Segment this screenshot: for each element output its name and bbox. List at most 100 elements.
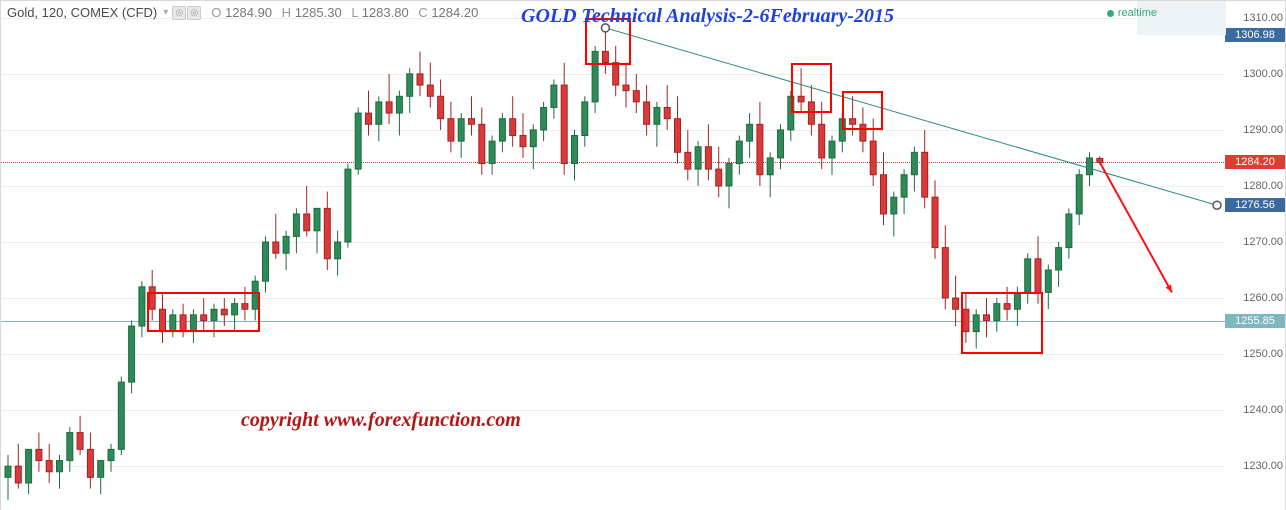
- candle[interactable]: [335, 242, 341, 259]
- candle[interactable]: [644, 102, 650, 124]
- eye-icon[interactable]: ◎: [172, 6, 186, 20]
- candle[interactable]: [747, 124, 753, 141]
- candle[interactable]: [118, 382, 124, 449]
- candle[interactable]: [345, 169, 351, 242]
- candle[interactable]: [767, 158, 773, 175]
- candle[interactable]: [293, 214, 299, 236]
- candle[interactable]: [953, 298, 959, 309]
- candle[interactable]: [778, 130, 784, 158]
- y-tick-label: 1240.00: [1243, 404, 1283, 416]
- candle[interactable]: [304, 214, 310, 231]
- candle[interactable]: [726, 164, 732, 186]
- symbol-label[interactable]: Gold, 120, COMEX (CFD): [7, 5, 157, 20]
- candle[interactable]: [489, 141, 495, 163]
- candle[interactable]: [396, 96, 402, 113]
- candle[interactable]: [283, 236, 289, 253]
- candle[interactable]: [427, 85, 433, 96]
- candle[interactable]: [829, 141, 835, 158]
- candle[interactable]: [675, 119, 681, 153]
- candle[interactable]: [407, 74, 413, 96]
- candle[interactable]: [376, 102, 382, 124]
- candle[interactable]: [366, 113, 372, 124]
- candle[interactable]: [716, 169, 722, 186]
- candle[interactable]: [5, 466, 11, 477]
- plot-area[interactable]: Gold, 120, COMEX (CFD) ▾ ◎ ◎ O 1284.90 H…: [1, 1, 1226, 510]
- candle[interactable]: [57, 461, 63, 472]
- candle[interactable]: [469, 119, 475, 125]
- candle[interactable]: [613, 63, 619, 85]
- candle[interactable]: [355, 113, 361, 169]
- candle[interactable]: [458, 119, 464, 141]
- candle[interactable]: [479, 124, 485, 163]
- candle[interactable]: [448, 119, 454, 141]
- candle[interactable]: [87, 449, 93, 477]
- candle[interactable]: [438, 96, 444, 118]
- candle[interactable]: [705, 147, 711, 169]
- candle[interactable]: [551, 85, 557, 107]
- candle[interactable]: [139, 287, 145, 326]
- candle[interactable]: [314, 208, 320, 230]
- dropdown-icon[interactable]: ▾: [163, 7, 168, 18]
- candle[interactable]: [1076, 175, 1082, 214]
- candle[interactable]: [1056, 248, 1062, 270]
- candle[interactable]: [273, 242, 279, 253]
- price-axis-label: 1284.20: [1225, 155, 1285, 169]
- candle[interactable]: [911, 152, 917, 174]
- candle[interactable]: [1087, 158, 1093, 175]
- candle[interactable]: [324, 208, 330, 258]
- candle[interactable]: [46, 461, 52, 472]
- candle[interactable]: [129, 326, 135, 382]
- highlight-box[interactable]: [961, 292, 1043, 354]
- highlight-box[interactable]: [147, 292, 260, 331]
- candle[interactable]: [685, 152, 691, 169]
- candle[interactable]: [15, 466, 21, 483]
- candle[interactable]: [1035, 259, 1041, 293]
- candle[interactable]: [98, 461, 104, 478]
- candle[interactable]: [541, 107, 547, 129]
- candle[interactable]: [520, 136, 526, 147]
- candle[interactable]: [664, 107, 670, 118]
- candle[interactable]: [572, 136, 578, 164]
- candle[interactable]: [26, 449, 32, 483]
- candle[interactable]: [633, 91, 639, 102]
- candle[interactable]: [891, 197, 897, 214]
- candle[interactable]: [695, 147, 701, 169]
- candle[interactable]: [1097, 158, 1103, 162]
- candle[interactable]: [757, 124, 763, 174]
- candle[interactable]: [36, 449, 42, 460]
- candle[interactable]: [499, 119, 505, 141]
- eye-icon[interactable]: ◎: [187, 6, 201, 20]
- candle[interactable]: [582, 102, 588, 136]
- high-value: 1285.30: [295, 5, 342, 20]
- copyright-text: copyright www.forexfunction.com: [241, 409, 521, 432]
- candle[interactable]: [417, 74, 423, 85]
- y-tick-label: 1280.00: [1243, 180, 1283, 192]
- y-axis[interactable]: 1230.001240.001250.001260.001270.001280.…: [1225, 1, 1285, 510]
- highlight-box[interactable]: [791, 63, 832, 113]
- trendline-handle-icon[interactable]: [1213, 201, 1221, 209]
- candle[interactable]: [263, 242, 269, 281]
- candle[interactable]: [530, 130, 536, 147]
- candle[interactable]: [654, 107, 660, 124]
- candle[interactable]: [561, 85, 567, 163]
- candle[interactable]: [623, 85, 629, 91]
- candle[interactable]: [901, 175, 907, 197]
- candle[interactable]: [736, 141, 742, 163]
- candle[interactable]: [922, 152, 928, 197]
- candle[interactable]: [819, 124, 825, 158]
- candle[interactable]: [1066, 214, 1072, 248]
- candle[interactable]: [881, 175, 887, 214]
- candle[interactable]: [67, 433, 73, 461]
- candle[interactable]: [932, 197, 938, 247]
- candle[interactable]: [870, 141, 876, 175]
- trendline[interactable]: [605, 28, 1217, 205]
- realtime-label: realtime: [1118, 7, 1157, 19]
- candle[interactable]: [1025, 259, 1031, 293]
- candle[interactable]: [108, 449, 114, 460]
- candle[interactable]: [1045, 270, 1051, 292]
- candle[interactable]: [942, 248, 948, 298]
- candle[interactable]: [386, 102, 392, 113]
- candle[interactable]: [77, 433, 83, 450]
- highlight-box[interactable]: [842, 91, 883, 130]
- candle[interactable]: [510, 119, 516, 136]
